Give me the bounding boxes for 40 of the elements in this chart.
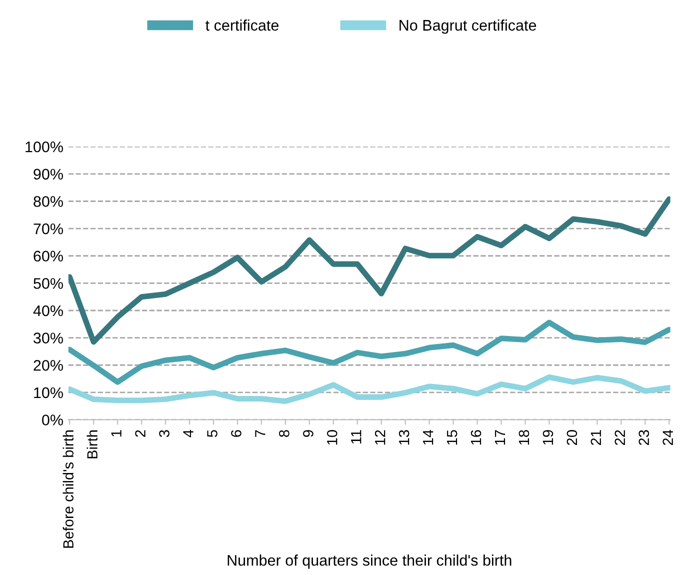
x-tick-label: 23 <box>638 430 650 445</box>
x-tick-label: 20 <box>566 430 578 445</box>
x-tick-label: 2 <box>135 430 146 437</box>
x-tick-label: Before child's birth <box>62 430 74 548</box>
x-tick-label: 15 <box>447 430 458 445</box>
x-axis-title: Number of quarters since their child's birth <box>228 554 512 569</box>
x-tick-label: 16 <box>470 430 482 445</box>
y-tick-label: 0% <box>42 414 63 426</box>
legend-label: No Bagrut certificate <box>400 20 536 34</box>
x-tick-label: 10 <box>326 430 338 445</box>
x-tick-label: 17 <box>494 430 506 445</box>
y-tick-label: 30% <box>34 332 63 344</box>
y-tick-label: 90% <box>34 168 63 180</box>
x-tick-label: 3 <box>159 430 170 438</box>
y-tick-label: 20% <box>34 360 63 371</box>
y-tick-label: 100% <box>26 141 63 152</box>
x-tick-label: 7 <box>255 430 266 437</box>
y-tick-label: 10% <box>34 387 63 398</box>
x-tick-label: 1 <box>111 430 122 436</box>
x-tick-label: 13 <box>398 430 410 445</box>
y-tick-label: 80% <box>34 196 63 207</box>
legend-label: t certificate <box>206 20 278 31</box>
x-tick-label: 19 <box>542 430 554 445</box>
y-tick-label: 60% <box>34 250 63 262</box>
x-tick-label: 5 <box>207 430 218 437</box>
y-tick-label: 50% <box>34 278 63 289</box>
x-tick-label: 22 <box>614 430 625 445</box>
x-tick-label: 9 <box>302 430 314 437</box>
y-tick-label: 40% <box>33 305 63 316</box>
x-tick-label: 8 <box>279 430 290 437</box>
x-tick-label: 14 <box>423 430 434 445</box>
x-tick-label: 4 <box>183 430 194 438</box>
x-tick-label: 12 <box>374 430 386 445</box>
x-tick-label: Birth <box>86 430 98 458</box>
x-tick-label: 24 <box>662 430 673 445</box>
x-tick-label: 11 <box>351 430 362 444</box>
x-tick-label: 18 <box>518 430 530 445</box>
y-tick-label: 70% <box>34 223 63 234</box>
x-tick-label: 21 <box>590 430 601 445</box>
x-tick-label: 6 <box>231 430 242 437</box>
